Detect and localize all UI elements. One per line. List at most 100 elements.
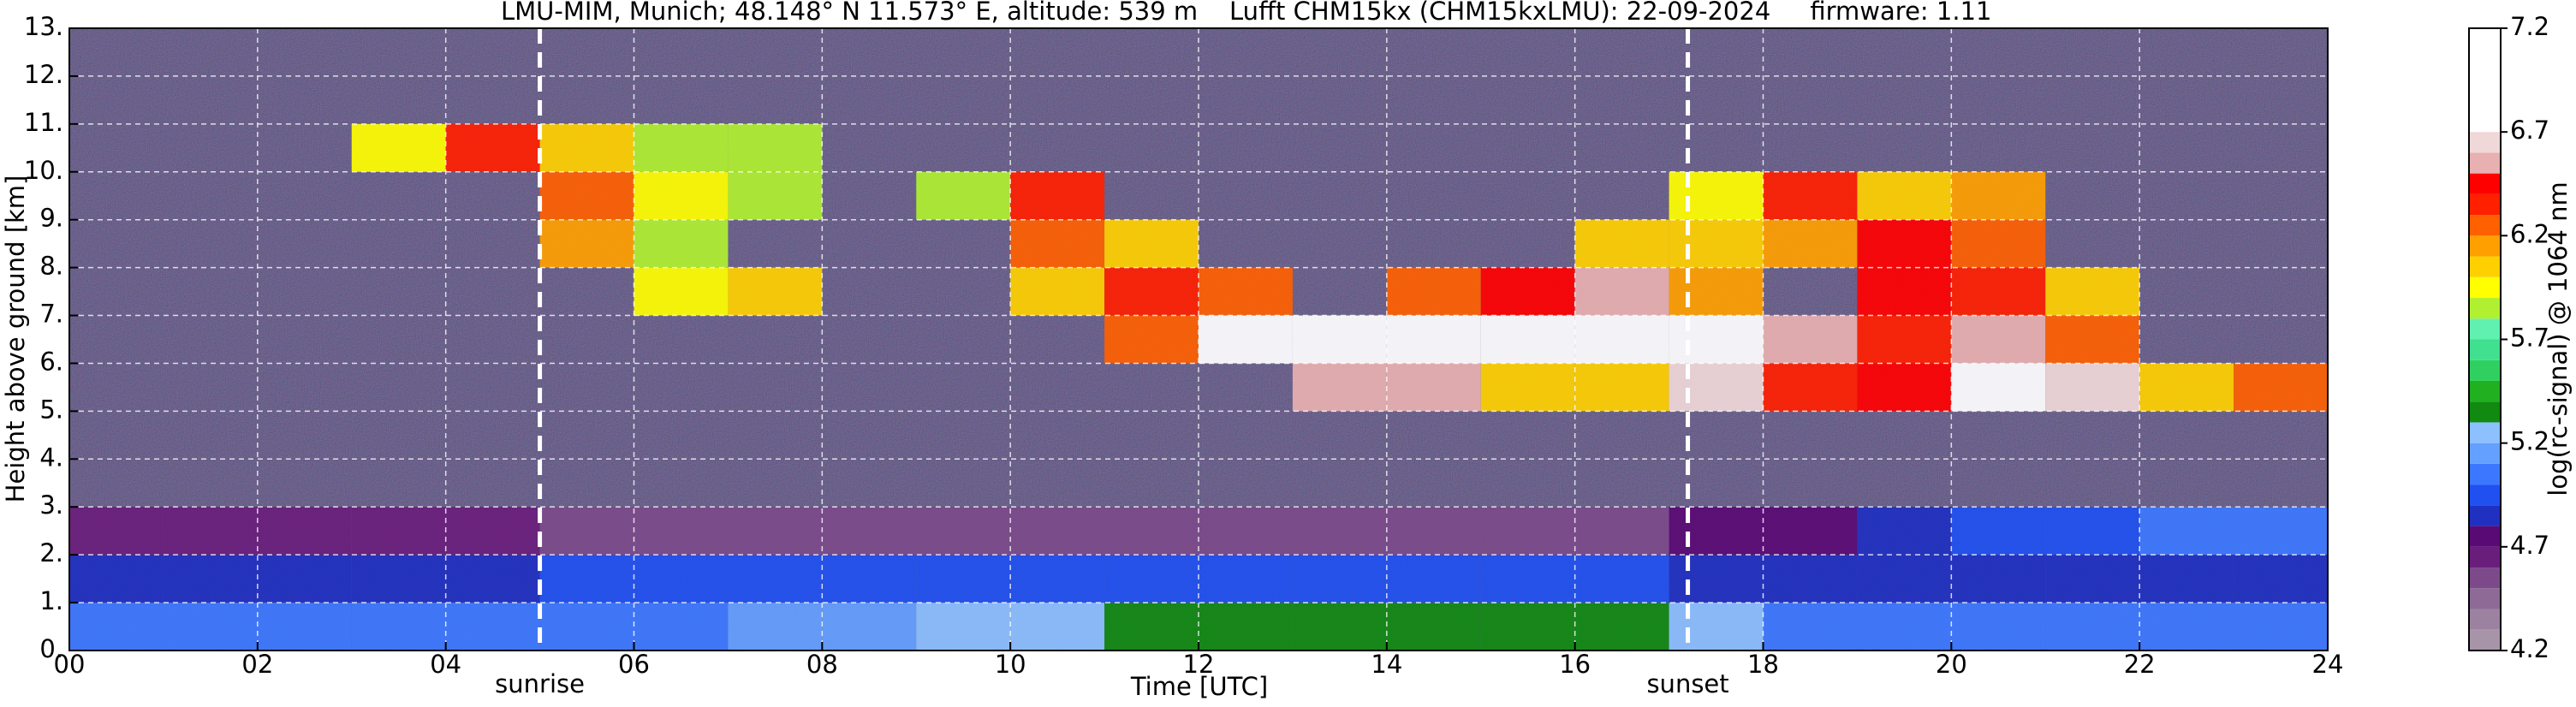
heatmap-cell [1857,555,1952,603]
heatmap-cell [1199,315,1293,364]
x-axis-label: Time [UTC] [1130,672,1268,701]
heatmap-cell [1574,555,1669,603]
x-tick-label: 04 [430,650,461,679]
colorbar-bin [2469,567,2501,589]
heatmap-cell [69,507,164,556]
heatmap-cell [916,555,1011,603]
heatmap-cell [1480,603,1575,651]
colorbar-bin [2469,359,2501,381]
y-tick-label: 10. [24,156,63,185]
heatmap-cell [257,507,352,556]
heatmap-cell [539,171,634,220]
colorbar-bin [2469,256,2501,277]
heatmap-cell [822,603,917,651]
heatmap-cell [539,219,634,268]
heatmap-cell [1763,555,1858,603]
heatmap-cell [916,171,1011,220]
heatmap-cell [1574,363,1669,412]
heatmap-cell [728,171,823,220]
heatmap-cell [351,507,446,556]
colorbar-tick-label: 4.7 [2510,531,2549,560]
event-label: sunset [1646,669,1728,698]
colorbar-bin [2469,339,2501,360]
x-tick-label: 24 [2312,650,2344,679]
heatmap-cell [1951,315,2046,364]
heatmap-cell [257,603,352,651]
heatmap-cell [728,123,823,172]
heatmap-cell [634,171,729,220]
heatmap-cell [2139,507,2234,556]
x-tick-label: 10 [995,650,1026,679]
colorbar-bin [2469,132,2501,153]
heatmap-cell [1857,219,1952,268]
heatmap-cell [539,603,634,651]
heatmap-cell [1669,555,1764,603]
heatmap-cell [2139,603,2234,651]
colorbar-tick-label: 5.2 [2510,427,2549,456]
heatmap-cell [2045,267,2140,316]
colorbar-bin [2469,235,2501,257]
x-tick-label: 12 [1183,650,1215,679]
colorbar-tick-label: 4.2 [2510,634,2549,663]
heatmap-cell [351,123,446,172]
heatmap-cell [1763,171,1858,220]
y-tick-label: 4. [39,443,63,472]
heatmap-cell [1574,603,1669,651]
heatmap-cell [1857,507,1952,556]
heatmap-cell [1763,507,1858,556]
heatmap-cell [2234,507,2328,556]
heatmap-cell [1574,315,1669,364]
heatmap-cell [1951,555,2046,603]
heatmap-cell [2139,363,2234,412]
heatmap-cell [1763,219,1858,268]
heatmap-cell [1763,363,1858,412]
x-tick-label: 06 [618,650,650,679]
x-tick-label: 18 [1747,650,1779,679]
x-tick-label: 22 [2124,650,2156,679]
colorbar-tick-label: 5.7 [2510,324,2549,353]
heatmap-cell [1763,603,1858,651]
colorbar-bin [2469,443,2501,464]
colorbar-bin [2469,422,2501,443]
x-tick-label: 14 [1371,650,1402,679]
y-tick-label: 9. [39,204,63,233]
y-tick-label: 7. [39,300,63,329]
y-tick-label: 13. [24,12,63,41]
heatmap-cell [916,507,1011,556]
heatmap-cell [1669,171,1764,220]
heatmap-cell [728,507,823,556]
heatmap-cell [1292,603,1387,651]
heatmap-cell [634,123,729,172]
heatmap-cell [1669,603,1764,651]
colorbar-bin [2469,28,2501,133]
heatmap-cell [1199,507,1293,556]
heatmap-cell [1669,315,1764,364]
heatmap-cell [634,603,729,651]
colorbar-bin [2469,588,2501,609]
heatmap-cell [1199,267,1293,316]
heatmap-cell [1104,555,1199,603]
y-tick-label: 0. [39,634,63,663]
y-tick-label: 6. [39,347,63,376]
heatmap-cell [1857,171,1952,220]
heatmap-cell [1480,507,1575,556]
heatmap-cell [2139,555,2234,603]
heatmap-cell [1199,555,1293,603]
colorbar-bin [2469,629,2501,651]
heatmap-cell [1010,219,1105,268]
colorbar-bin [2469,546,2501,568]
heatmap-cell [445,603,540,651]
heatmap-cell [1857,363,1952,412]
heatmap-cell [163,507,258,556]
colorbar-bin [2469,463,2501,485]
colorbar-bin [2469,526,2501,547]
heatmap-cell [822,507,917,556]
heatmap-cell [1951,171,2046,220]
colorbar-bin [2469,380,2501,402]
y-tick-label: 1. [39,586,63,615]
heatmap-cell [1104,267,1199,316]
heatmap-cell [1292,507,1387,556]
heatmap-cell [1857,603,1952,651]
colorbar-tick-label: 7.2 [2510,12,2549,41]
heatmap-cell [1951,267,2046,316]
